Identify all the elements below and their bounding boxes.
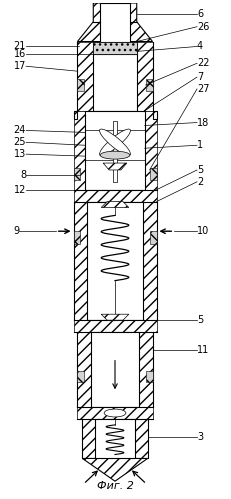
Text: 2: 2 <box>197 177 203 187</box>
Text: 8: 8 <box>20 170 26 180</box>
Polygon shape <box>82 459 148 481</box>
Bar <box>73 320 156 332</box>
Text: 1: 1 <box>197 140 203 150</box>
Bar <box>150 231 156 244</box>
Bar <box>135 419 148 459</box>
Text: 17: 17 <box>14 61 26 71</box>
Polygon shape <box>77 3 152 41</box>
Bar <box>73 231 80 244</box>
Bar <box>146 371 152 382</box>
Polygon shape <box>101 314 129 320</box>
Text: 16: 16 <box>14 49 26 59</box>
Polygon shape <box>101 202 129 208</box>
Text: 27: 27 <box>197 84 210 94</box>
Text: 5: 5 <box>197 315 203 325</box>
Ellipse shape <box>104 409 126 417</box>
Text: 5: 5 <box>197 165 203 175</box>
Bar <box>77 407 152 419</box>
Bar <box>100 3 130 41</box>
Ellipse shape <box>100 129 131 156</box>
Bar <box>73 168 80 180</box>
Bar <box>73 111 85 190</box>
Polygon shape <box>103 163 127 170</box>
Text: Фиг. 2: Фиг. 2 <box>97 481 134 491</box>
Bar <box>137 41 152 111</box>
Text: 13: 13 <box>14 149 26 159</box>
Bar <box>77 371 84 382</box>
Bar <box>82 419 95 459</box>
Bar <box>77 79 84 91</box>
Text: 6: 6 <box>197 9 203 19</box>
Bar <box>85 111 145 190</box>
Text: 7: 7 <box>197 72 203 82</box>
Text: 9: 9 <box>13 226 19 236</box>
Bar <box>93 41 137 111</box>
Bar <box>93 41 137 54</box>
Text: 18: 18 <box>197 118 209 128</box>
Text: 3: 3 <box>197 432 203 442</box>
Text: 25: 25 <box>14 137 26 147</box>
Bar <box>113 121 117 182</box>
Text: 24: 24 <box>14 125 26 135</box>
Text: 10: 10 <box>197 226 209 236</box>
Bar <box>87 202 143 320</box>
Bar <box>95 419 135 459</box>
Ellipse shape <box>100 129 131 156</box>
Bar <box>73 190 156 202</box>
Polygon shape <box>73 111 77 119</box>
Text: 26: 26 <box>197 22 209 32</box>
Text: 22: 22 <box>197 58 210 68</box>
Text: 4: 4 <box>197 41 203 51</box>
Bar <box>145 111 156 190</box>
Bar <box>146 79 152 91</box>
Text: 11: 11 <box>197 345 209 355</box>
Text: 12: 12 <box>14 185 26 195</box>
Bar <box>143 202 156 320</box>
Bar <box>139 332 152 407</box>
Polygon shape <box>152 111 156 119</box>
Bar <box>77 332 91 407</box>
Bar <box>77 41 93 111</box>
Bar <box>73 202 87 320</box>
Bar <box>150 168 156 180</box>
Bar <box>91 332 139 407</box>
Ellipse shape <box>100 151 130 159</box>
Text: 21: 21 <box>14 41 26 51</box>
